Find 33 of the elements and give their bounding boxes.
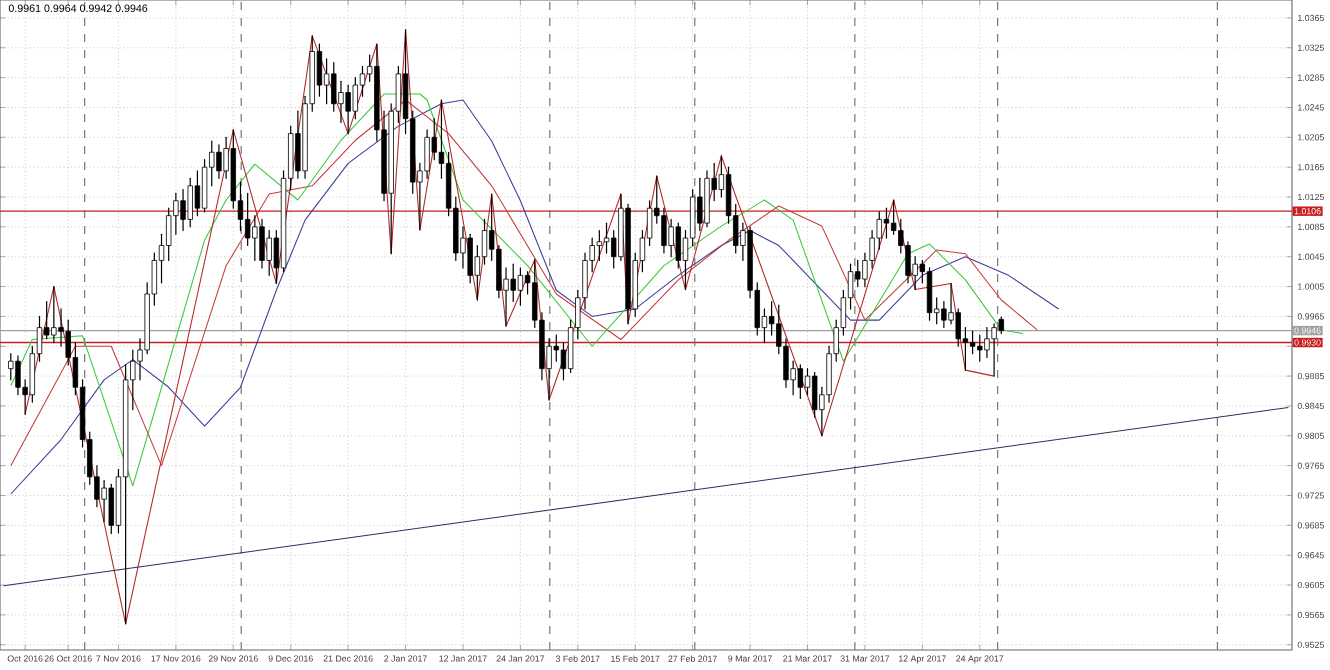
- candlestick: [467, 233, 473, 284]
- candlestick: [252, 215, 258, 262]
- candlestick: [51, 285, 57, 344]
- candlestick: [316, 43, 323, 97]
- candlestick: [969, 330, 976, 355]
- candlestick: [266, 229, 272, 276]
- candlestick: [697, 177, 703, 232]
- candlestick: [8, 353, 14, 381]
- candlestick: [668, 218, 674, 258]
- candlestick: [510, 263, 516, 303]
- candlestick: [259, 218, 265, 269]
- candlestick: [338, 80, 344, 123]
- candlestick: [926, 267, 933, 321]
- candlestick: [180, 188, 186, 232]
- candlestick: [675, 222, 681, 269]
- candlestick: [603, 222, 610, 254]
- candlestick: [797, 364, 804, 400]
- candlestick: [883, 207, 890, 239]
- candlestick: [345, 84, 351, 135]
- candlestick: [194, 170, 201, 217]
- candlestick: [295, 110, 301, 179]
- candlestick: [216, 144, 222, 179]
- candlestick: [187, 177, 193, 228]
- candlestick: [977, 334, 983, 362]
- candlestick: [991, 323, 997, 377]
- candlestick: [517, 267, 524, 306]
- candlestick: [661, 207, 667, 254]
- candlestick: [323, 58, 330, 105]
- candlestick: [704, 170, 710, 228]
- line-series: [24, 29, 995, 625]
- candlestick: [553, 334, 559, 362]
- candlestick: [108, 483, 114, 535]
- candlestick: [101, 479, 107, 523]
